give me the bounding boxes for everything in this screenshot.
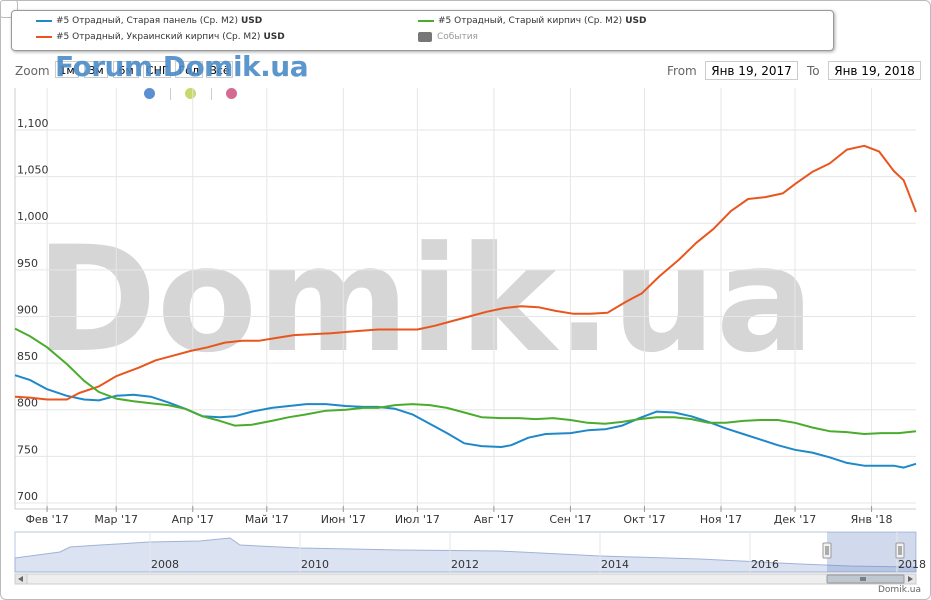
events-swatch [418,32,432,42]
x-tick-label: Май '17 [245,513,289,526]
flag-marker-2[interactable] [185,88,196,99]
navigator-right-handle[interactable] [895,542,905,559]
x-tick-label: Апр '17 [172,513,214,526]
series-lines [14,144,917,469]
legend: #5 Отрадный, Старая панель (Ср. М2) USD … [11,10,834,51]
scrollbar-track[interactable] [14,573,917,585]
navigator-left-handle[interactable] [822,542,832,559]
x-tick-label: Июн '17 [321,513,366,526]
navigator-year-label: 2016 [751,558,779,571]
arrow-left-icon [18,576,23,582]
flag-divider [170,88,171,100]
y-tick-label: 850 [17,350,38,363]
legend-swatch [418,20,434,22]
navigator[interactable]: 2008 2010 2012 2014 2016 2018 [14,531,926,585]
legend-unit: USD [240,16,263,26]
y-tick-label: 800 [17,397,38,410]
zoom-1y-button[interactable]: Год [175,61,203,78]
navigator-year-label: 2018 [898,558,926,571]
legend-label: #5 Отрадный, Старая панель (Ср. М2) [56,16,238,26]
x-tick-label: Фев '17 [25,513,68,526]
y-axis: 700 750 800 850 900 950 1,000 1,050 1,100 [17,117,49,503]
y-tick-label: 900 [17,303,38,316]
legend-label: #5 Отрадный, Старый кирпич (Ср. М2) [438,16,623,26]
zoom-all-button[interactable]: Всё [206,61,233,78]
from-date-input[interactable]: Янв 19, 2017 [705,61,798,80]
y-tick-label: 1,100 [17,117,49,130]
y-tick-label: 750 [17,443,38,456]
series-line-3[interactable] [14,327,917,435]
legend-item-old-brick[interactable]: #5 Отрадный, Старый кирпич (Ср. М2) USD [418,16,646,26]
y-tick-label: 1,000 [17,210,49,223]
arrow-right-icon [908,576,913,582]
x-tick-label: Дек '17 [774,513,817,526]
legend-label: #5 Отрадный, Украинский кирпич (Ср. М2) [56,32,261,42]
legend-item-old-panel[interactable]: #5 Отрадный, Старая панель (Ср. М2) USD [36,16,262,26]
series-line-1[interactable] [14,374,917,469]
flag-marker-1[interactable] [144,88,155,99]
zoom-1m-button[interactable]: 1м [55,61,79,78]
y-tick-label: 950 [17,257,38,270]
grid-lines [14,88,916,511]
x-tick-label: Сен '17 [549,513,591,526]
x-tick-label: Ноя '17 [700,513,742,526]
credit-link[interactable]: Domik.ua [878,585,921,595]
legend-swatch [36,36,52,38]
x-axis: Фев '17 Мар '17 Апр '17 Май '17 Июн '17 Июл '… [25,506,892,526]
to-label: To [807,64,820,78]
domik-watermark: Domik.ua [36,215,815,385]
legend-swatch [36,20,52,22]
y-tick-label: 700 [17,490,38,503]
y-tick-label: 1,050 [17,164,49,177]
flag-marker-3[interactable] [226,88,237,99]
navigator-year-label: 2008 [151,558,179,571]
series-line-2[interactable] [14,144,917,401]
legend-label: События [437,32,478,42]
to-date-input[interactable]: Янв 19, 2018 [828,61,921,80]
x-tick-label: Июл '17 [395,513,440,526]
x-tick-label: Мар '17 [94,513,138,526]
zoom-3m-button[interactable]: 3м [84,61,108,78]
x-tick-label: Янв '18 [851,513,893,526]
forum-watermark: Forum.Domik.ua [55,50,309,83]
x-tick-label: Авг '17 [474,513,514,526]
legend-unit: USD [625,16,647,26]
zoom-ytd-button[interactable]: СНГ [143,61,171,78]
flag-divider [211,88,212,100]
zoom-label: Zoom [15,64,50,78]
legend-item-ukrainian-brick[interactable]: #5 Отрадный, Украинский кирпич (Ср. М2) … [36,32,285,42]
legend-item-events[interactable]: События [418,32,478,42]
navigator-year-label: 2012 [451,558,479,571]
from-label: From [667,64,697,78]
navigator-series [14,537,917,573]
navigator-year-label: 2010 [301,558,329,571]
legend-unit: USD [263,32,285,42]
x-tick-label: Окт '17 [623,513,665,526]
navigator-year-label: 2014 [601,558,629,571]
zoom-6m-button[interactable]: 6м [113,61,139,78]
